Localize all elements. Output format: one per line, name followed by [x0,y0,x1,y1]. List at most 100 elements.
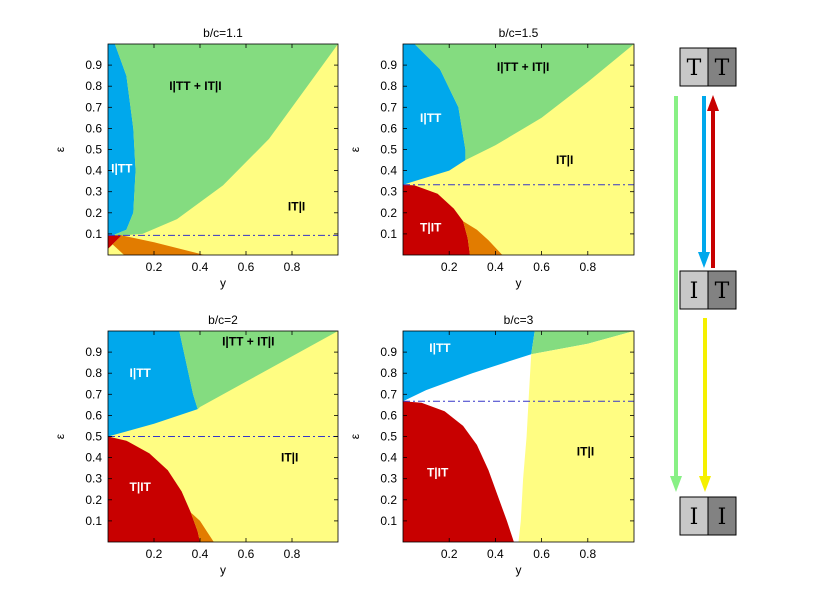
y-tick-label: 0.7 [380,100,397,114]
y-tick-label: 0.7 [85,100,102,114]
region-orange [463,221,503,255]
y-axis-label: ε [53,433,67,439]
region-label: I|TT + IT|I [169,79,221,93]
region-i-tt-it-i [179,331,338,410]
region-label: T|IT [130,480,152,494]
y-tick-label: 0.6 [85,121,102,135]
y-tick-label: 0.3 [380,472,397,486]
region-label: I|TT [111,161,133,175]
x-tick-label: 0.2 [146,547,163,561]
region-orange [112,235,205,255]
region-t-it [108,436,200,542]
x-tick-label: 0.8 [284,547,301,561]
x-tick-label: 0.2 [441,260,458,274]
x-tick-label: 0.6 [238,547,255,561]
y-tick-label: 0.1 [380,227,397,241]
region-label: T|IT [420,221,442,235]
y-tick-label: 0.2 [85,206,102,220]
plot-area [108,331,338,542]
chart-panel-1: I|TT I|TT + IT|I IT|I 0.2 0.4 0.6 0.8 0.1 0.2 0.3… [53,26,339,290]
x-tick-label: 0.2 [146,260,163,274]
panel-title: b/c=3 [504,313,534,327]
state-tt-right-letter: T [715,56,730,81]
y-tick-label: 0.7 [85,387,102,401]
state-transition-legend: T T I T I I [670,47,737,536]
y-axis-label: ε [348,433,362,439]
region-i-tt [108,44,136,236]
plot-area [108,44,338,255]
x-axis-label: y [516,276,522,290]
y-tick-label: 0.1 [380,514,397,528]
region-i-tt-it-i [112,44,338,236]
region-label: I|TT [130,366,152,380]
y-tick-label: 0.9 [85,345,102,359]
plot-area [403,44,634,255]
region-t-it [108,235,122,249]
x-tick-label: 0.4 [487,260,504,274]
region-label: IT|I [288,199,305,213]
region-orange [190,512,214,542]
x-tick-label: 0.4 [192,547,209,561]
y-tick-label: 0.6 [380,408,397,422]
y-tick-label: 0.1 [85,227,102,241]
arrow-green-tt-to-ii [670,96,682,492]
y-tick-label: 0.2 [85,493,102,507]
y-tick-label: 0.6 [85,408,102,422]
state-it-right-letter: T [715,279,730,304]
y-tick-label: 0.4 [380,164,397,178]
region-i-tt [403,44,466,185]
x-tick-label: 0.6 [238,260,255,274]
panel-title: b/c=1.5 [499,26,539,40]
region-label: IT|I [577,444,594,458]
y-tick-label: 0.4 [85,451,102,465]
state-it-left-letter: I [690,279,699,304]
y-tick-label: 0.9 [380,345,397,359]
arrow-red-it-to-tt [707,95,719,268]
chart-panel-2: I|TT I|TT + IT|I T|IT IT|I 0.2 0.4 0.6 0.8 0.1 0.… [348,26,635,290]
region-t-it [403,401,514,542]
x-tick-label: 0.6 [533,260,550,274]
region-i-tt [108,331,198,437]
plot-area [403,331,634,542]
state-ii-right-letter: I [718,505,727,530]
y-tick-label: 0.3 [85,472,102,486]
y-tick-label: 0.5 [380,430,397,444]
region-label: I|TT + IT|I [222,335,274,349]
region-i-tt-it-i [531,331,634,355]
x-axis-label: y [220,563,226,577]
state-box-it: I T [679,270,737,310]
chart-panel-4: I|TT T|IT IT|I 0.2 0.4 0.6 0.8 0.1 0.2 0.3 0.4 0.5 0… [348,313,635,577]
region-label: T|IT [427,465,449,479]
x-tick-label: 0.2 [441,547,458,561]
x-tick-label: 0.6 [533,547,550,561]
y-tick-label: 0.8 [380,366,397,380]
y-tick-label: 0.8 [85,79,102,93]
y-tick-label: 0.3 [85,185,102,199]
state-tt-left-letter: T [687,56,702,81]
y-axis-label: ε [348,146,362,152]
y-tick-label: 0.5 [85,143,102,157]
x-tick-label: 0.8 [579,547,596,561]
state-box-ii: I I [679,496,737,536]
region-label: IT|I [281,451,298,465]
panel-title: b/c=2 [208,313,238,327]
y-axis-label: ε [53,146,67,152]
x-tick-label: 0.8 [579,260,596,274]
state-box-tt: T T [679,47,737,87]
x-tick-label: 0.8 [284,260,301,274]
region-label: IT|I [556,153,573,167]
arrow-blue-tt-to-it [698,96,710,268]
y-tick-label: 0.9 [380,58,397,72]
region-label: I|TT [420,111,442,125]
x-axis-label: y [220,276,226,290]
arrow-yellow-it-to-ii [699,318,711,492]
y-tick-label: 0.4 [380,451,397,465]
y-tick-label: 0.2 [380,206,397,220]
region-label: I|TT [429,341,451,355]
y-tick-label: 0.7 [380,387,397,401]
y-tick-label: 0.8 [85,366,102,380]
x-tick-label: 0.4 [192,260,209,274]
chart-panels: I|TT I|TT + IT|I IT|I 0.2 0.4 0.6 0.8 0.1 0.2 0.3… [53,26,635,577]
y-tick-label: 0.8 [380,79,397,93]
y-tick-label: 0.2 [380,493,397,507]
